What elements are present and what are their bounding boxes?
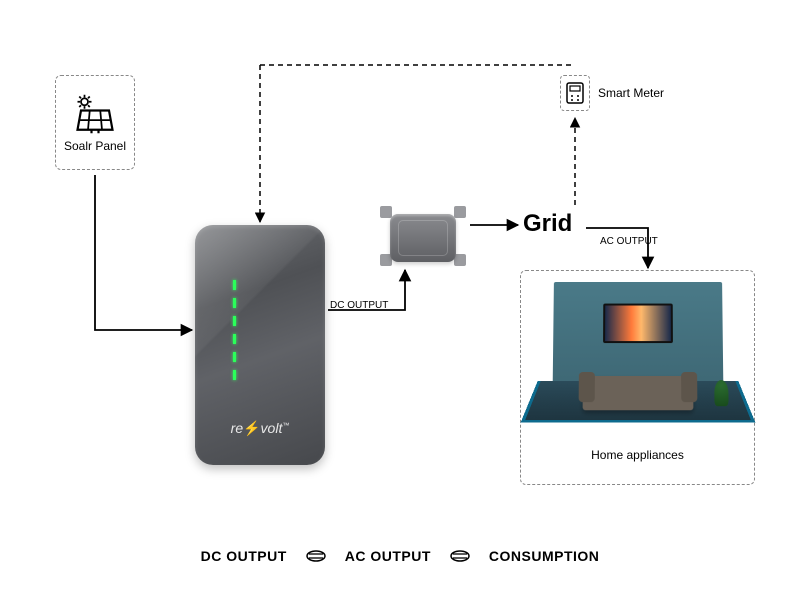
smart-meter-label: Smart Meter bbox=[598, 86, 664, 100]
grid-label: Grid bbox=[523, 210, 572, 238]
home-label: Home appliances bbox=[591, 448, 684, 462]
battery-leds bbox=[233, 280, 236, 380]
battery-brand: re⚡volt™ bbox=[195, 420, 325, 437]
inverter-node bbox=[378, 200, 468, 270]
solar-panel-node: Soalr Panel bbox=[55, 75, 135, 170]
home-node: Home appliances bbox=[520, 270, 755, 485]
edge-solar-to-battery bbox=[95, 175, 192, 330]
legend-separator-icon bbox=[449, 549, 471, 563]
legend: DC OUTPUT AC OUTPUT CONSUMPTION bbox=[0, 548, 800, 564]
legend-item-dc: DC OUTPUT bbox=[201, 548, 287, 564]
dc-output-label: DC OUTPUT bbox=[330, 300, 388, 311]
edge-top-dashed bbox=[260, 65, 575, 222]
solar-panel-icon bbox=[74, 93, 116, 135]
home-room-illustration bbox=[536, 282, 738, 437]
smart-meter-icon bbox=[560, 75, 590, 111]
battery-node: re⚡volt™ bbox=[195, 225, 325, 465]
ac-output-label: AC OUTPUT bbox=[600, 236, 658, 247]
solar-panel-label: Soalr Panel bbox=[64, 139, 126, 153]
legend-item-consumption: CONSUMPTION bbox=[489, 548, 600, 564]
legend-item-ac: AC OUTPUT bbox=[345, 548, 431, 564]
legend-separator-icon bbox=[305, 549, 327, 563]
smart-meter-node: Smart Meter bbox=[560, 75, 664, 111]
edge-grid-to-home bbox=[586, 228, 648, 268]
